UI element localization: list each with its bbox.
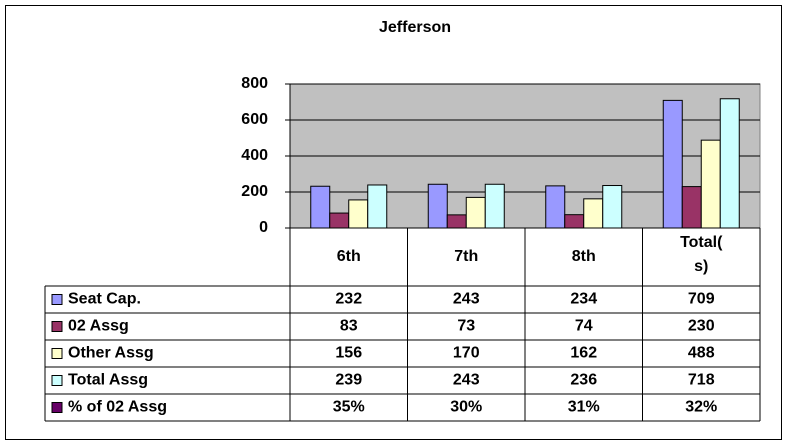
bar [484,183,505,229]
legend-swatch [51,348,63,359]
y-tick-label: 0 [259,219,268,236]
bar [681,186,702,229]
table-value: 230 [688,318,715,335]
bar [719,98,740,229]
legend-label: Other Assg [68,345,154,362]
legend-swatch [51,402,63,413]
bar [310,185,331,229]
table-value: 234 [570,291,597,308]
table-value: 30% [450,399,482,416]
bar [348,199,369,229]
legend-label: Seat Cap. [68,291,141,308]
table-value: 709 [688,291,715,308]
table-value: 239 [335,372,362,389]
table-value: 74 [575,318,593,335]
legend-label: Total Assg [68,372,148,389]
table-value: 236 [570,372,597,389]
table-value: 162 [570,345,597,362]
bar [446,214,467,229]
table-value: 232 [335,291,362,308]
bar [700,139,721,229]
bar [662,99,683,229]
bar [564,214,585,229]
table-header: 6th [337,248,361,265]
legend-swatch [51,375,63,386]
table-value: 170 [453,345,480,362]
legend-swatch [51,294,63,305]
table-value: 156 [335,345,362,362]
legend-label: 02 Assg [68,318,129,335]
table-header: 7th [454,248,478,265]
bar [329,212,350,229]
bar [367,184,388,229]
table-value: 83 [340,318,358,335]
bar [465,196,486,229]
chart-title: Jefferson [379,19,451,36]
table-value: 31% [568,399,600,416]
table-value: 35% [333,399,365,416]
legend-label: % of 02 Assg [68,399,167,416]
table-value: 718 [688,372,715,389]
bar [427,183,448,229]
y-tick-label: 400 [241,147,268,164]
bar [583,198,604,229]
table-value: 488 [688,345,715,362]
table-value: 243 [453,291,480,308]
y-tick-label: 600 [241,111,268,128]
y-tick-label: 800 [241,75,268,92]
table-header: 8th [572,248,596,265]
bar [602,185,623,229]
legend-swatch [51,321,63,332]
table-header: Total(s) [680,234,723,275]
bar [545,185,566,229]
y-tick-label: 200 [241,183,268,200]
table-value: 32% [685,399,717,416]
table-value: 73 [457,318,475,335]
table-value: 243 [453,372,480,389]
